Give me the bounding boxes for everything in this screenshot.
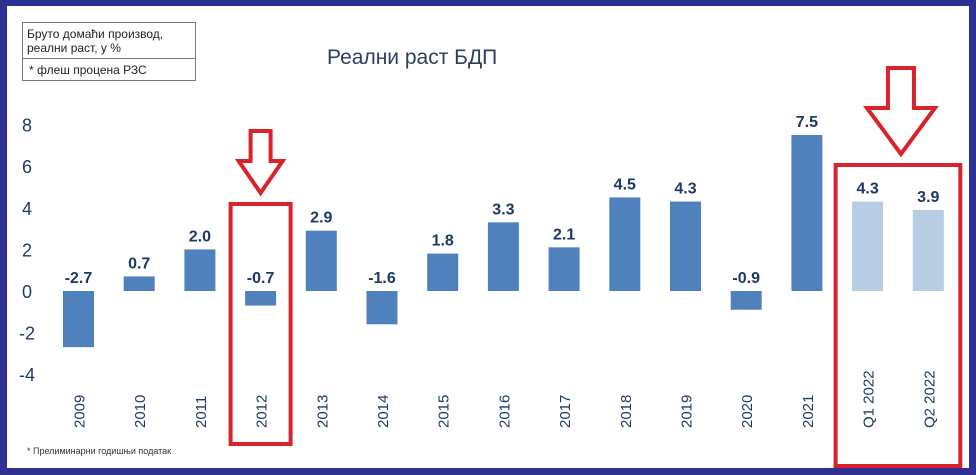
bar — [912, 209, 944, 291]
series-description-line2: реални раст, у % — [27, 41, 121, 55]
x-axis: 2009 2010 2011 2012 2013 2014 2015 2016 2017 2018… — [72, 370, 939, 428]
x-tick-label: 2017 — [557, 395, 574, 428]
highlight-arrow — [862, 66, 939, 158]
chart-title: Реални раст БДП — [327, 46, 498, 69]
bar — [123, 276, 155, 291]
series-description-line1: Бруто домаћи производ, — [27, 27, 164, 41]
y-tick-label: 6 — [22, 157, 32, 177]
highlight-arrow — [234, 129, 287, 197]
x-tick-label: 2021 — [800, 395, 817, 428]
bar — [730, 291, 762, 310]
series-description-box: Бруто домаћи производ, реални раст, у % … — [22, 22, 196, 81]
footnote: * Прелиминарни годишњи податак — [27, 446, 172, 456]
y-axis: -4 -2 0 2 4 6 8 — [19, 116, 35, 386]
bar — [791, 135, 823, 291]
x-tick-label: 2012 — [254, 395, 271, 428]
data-label: 4.3 — [856, 181, 878, 198]
data-label: 7.5 — [796, 114, 818, 131]
x-tick-label: 2013 — [314, 395, 331, 428]
data-label: 2.1 — [553, 226, 575, 243]
y-tick-label: 8 — [22, 116, 32, 136]
series-description: Бруто домаћи производ, реални раст, у % — [23, 23, 195, 59]
bar — [305, 230, 337, 291]
bar — [548, 247, 580, 291]
x-tick-label: Q2 2022 — [921, 370, 938, 428]
data-label: 2.9 — [310, 210, 332, 227]
data-label: 3.3 — [492, 201, 514, 218]
bars: -2.7 0.7 2.0 -0.7 2.9 -1.6 1.8 3.3 2.1 4.5 4.3 -0.9… — [63, 114, 944, 348]
data-label: 1.8 — [432, 233, 454, 250]
bar — [609, 197, 641, 291]
data-label: 4.5 — [614, 176, 636, 193]
highlight-box — [833, 163, 963, 468]
bar — [63, 291, 94, 348]
y-tick-label: 2 — [22, 240, 32, 260]
data-label: 0.7 — [128, 255, 150, 272]
data-label: 2.0 — [189, 228, 211, 245]
bar — [670, 201, 701, 291]
y-tick-label: 0 — [22, 282, 32, 302]
x-tick-label: 2019 — [679, 395, 696, 428]
highlight-box — [228, 202, 293, 446]
flash-estimate-note: * флеш процена РЗС — [29, 63, 147, 77]
data-label: 4.3 — [674, 181, 696, 198]
x-tick-label: 2018 — [618, 395, 635, 428]
data-label: 3.9 — [917, 189, 939, 206]
y-tick-label: -2 — [19, 324, 35, 344]
x-tick-label: 2016 — [496, 395, 513, 428]
y-tick-label: 4 — [22, 199, 32, 219]
bar — [487, 222, 519, 291]
highlight-annotations — [228, 66, 963, 468]
x-tick-label: 2009 — [72, 395, 89, 428]
data-label: -2.7 — [65, 270, 93, 287]
x-tick-label: 2020 — [739, 395, 756, 428]
data-label: -0.7 — [247, 270, 275, 287]
y-tick-label: -4 — [19, 365, 35, 385]
x-tick-label: 2015 — [436, 395, 453, 428]
x-tick-label: Q1 2022 — [861, 370, 878, 428]
x-tick-label: 2011 — [193, 396, 210, 428]
x-tick-label: 2014 — [375, 395, 392, 428]
x-tick-label: 2010 — [132, 395, 149, 428]
bar — [184, 249, 216, 291]
data-label: -1.6 — [368, 270, 396, 287]
bar — [852, 201, 884, 291]
bar — [245, 291, 277, 306]
data-label: -0.9 — [732, 270, 760, 287]
bar — [427, 253, 459, 291]
bar — [366, 291, 398, 325]
